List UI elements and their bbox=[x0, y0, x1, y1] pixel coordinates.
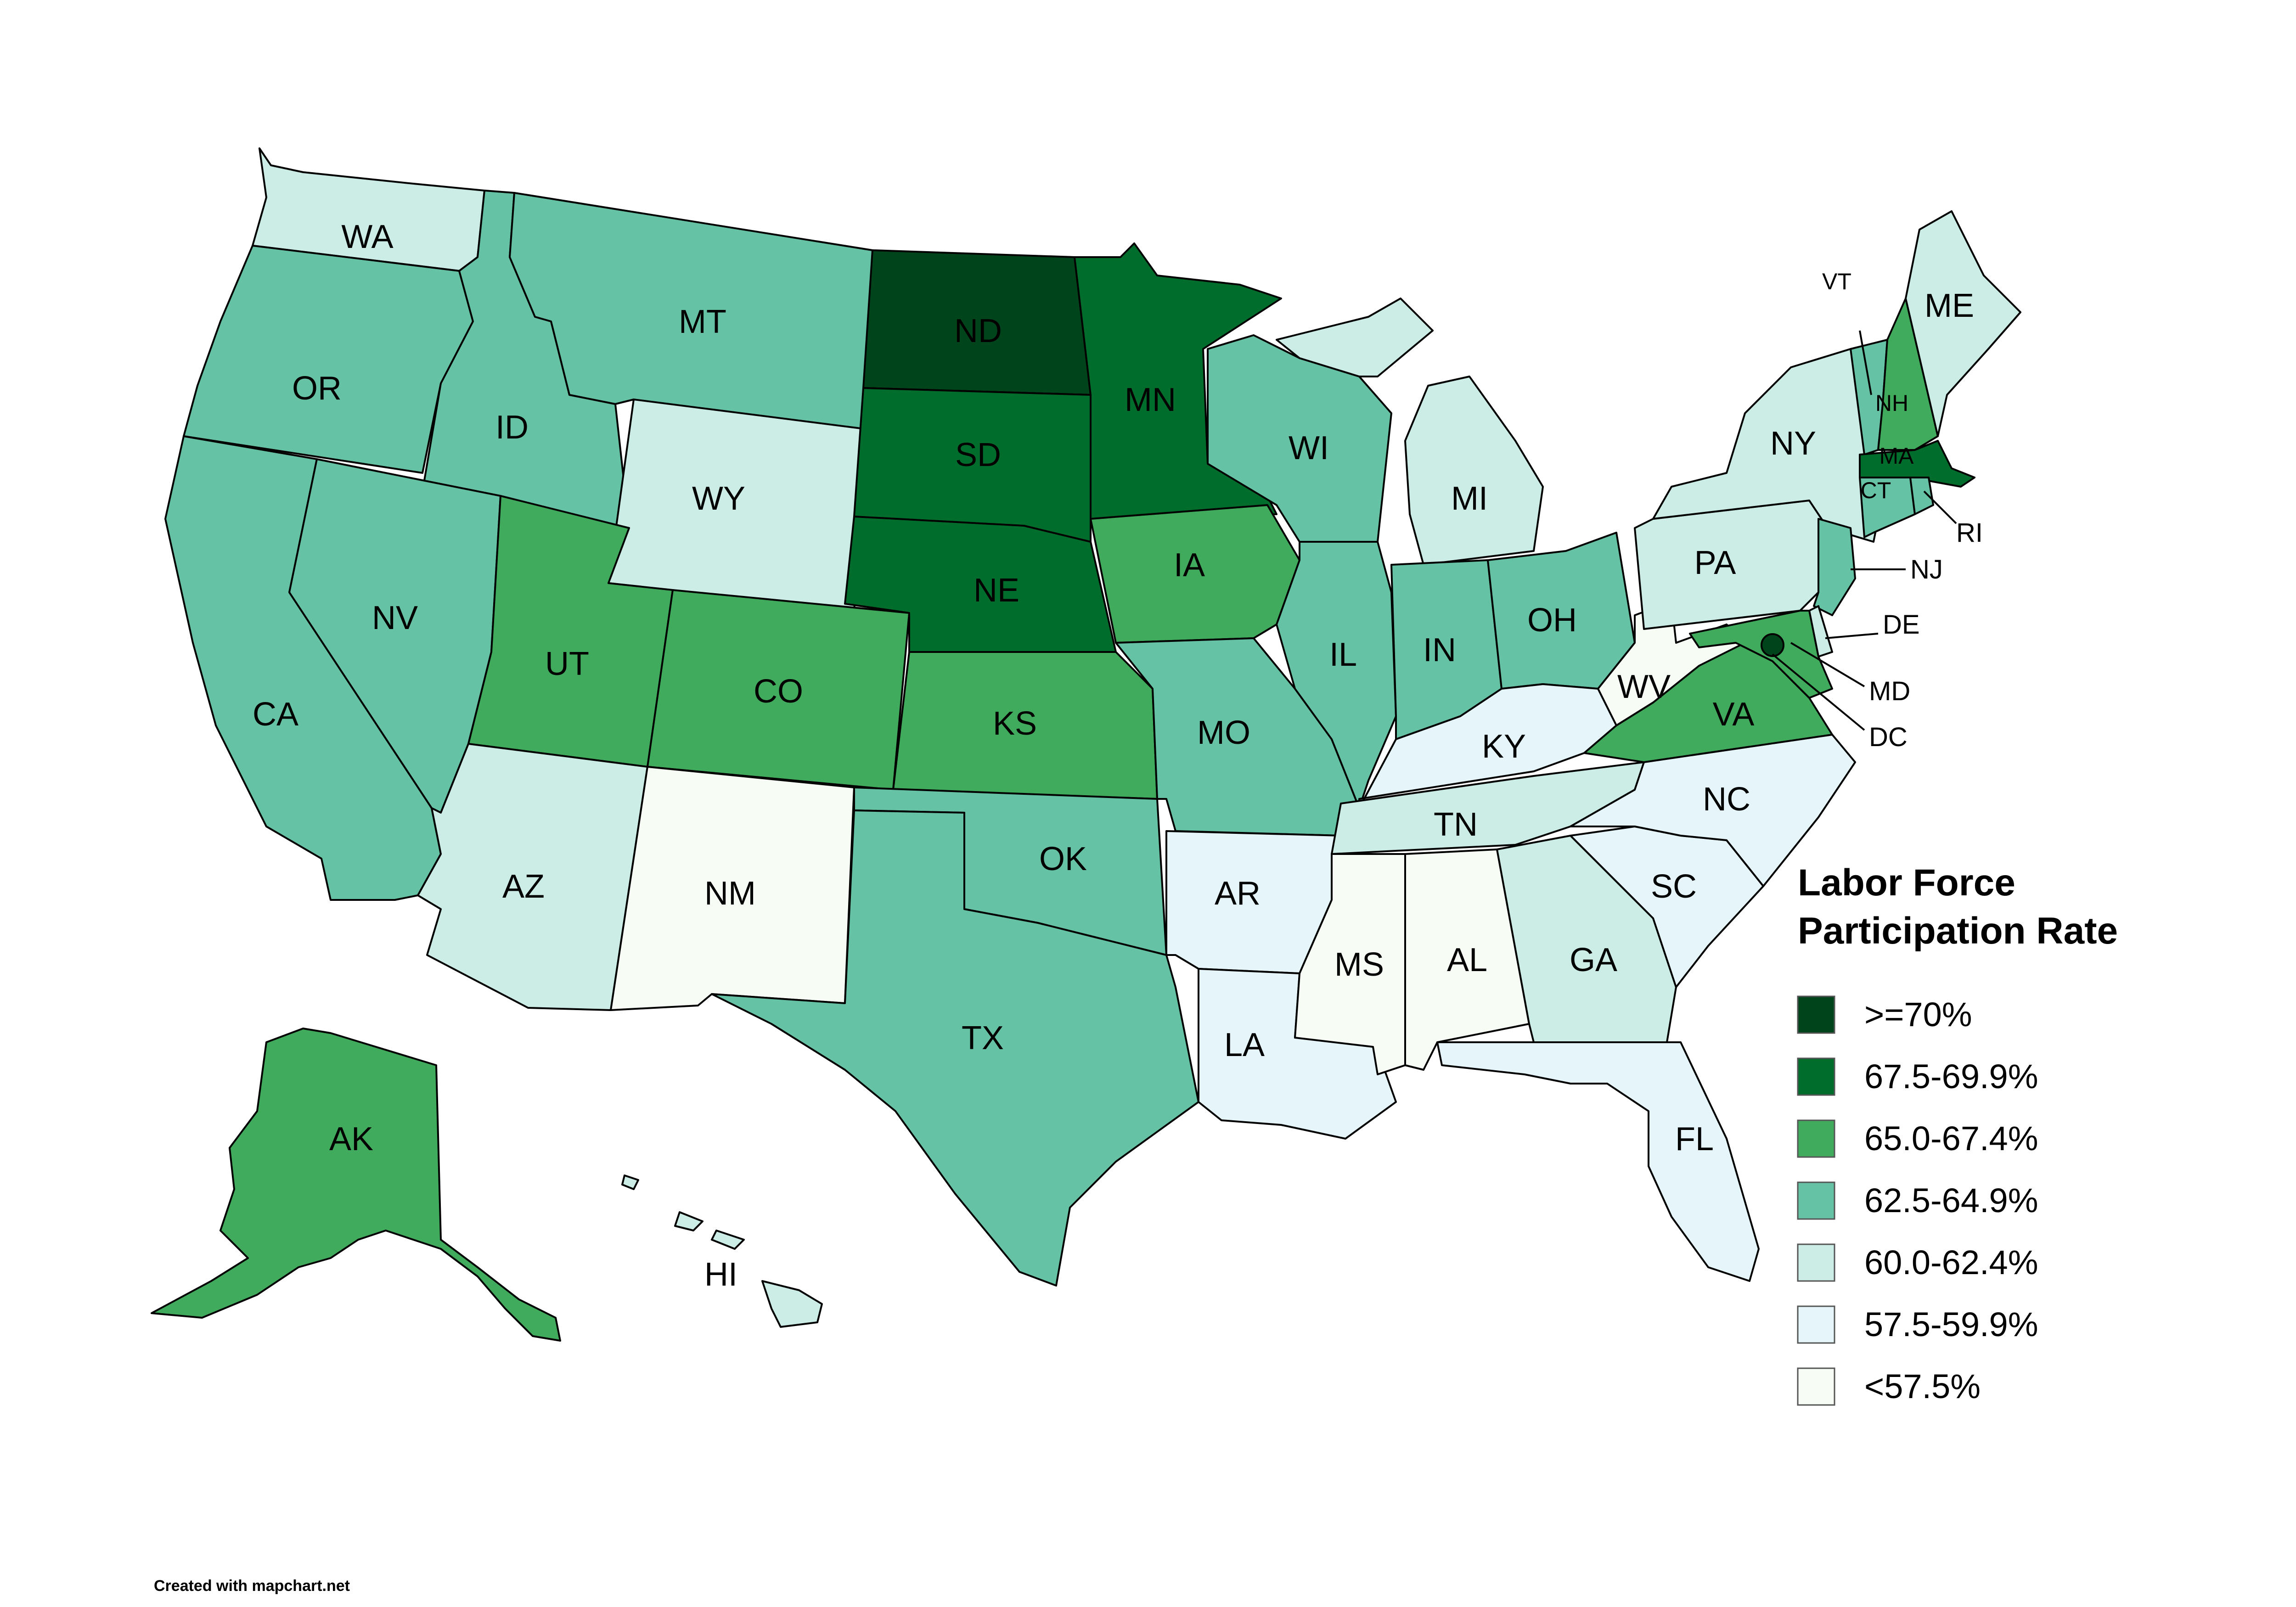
label-fl: FL bbox=[1675, 1121, 1714, 1157]
label-wy: WY bbox=[692, 480, 745, 517]
label-wi: WI bbox=[1289, 430, 1329, 466]
legend-swatch-3 bbox=[1797, 1181, 1835, 1220]
label-wa: WA bbox=[341, 219, 393, 255]
label-tn: TN bbox=[1434, 806, 1478, 843]
label-ct: CT bbox=[1861, 478, 1891, 503]
label-mn: MN bbox=[1125, 382, 1176, 418]
label-de: DE bbox=[1883, 610, 1920, 640]
legend-swatch-2 bbox=[1797, 1119, 1835, 1158]
label-md: MD bbox=[1869, 676, 1910, 706]
label-mo: MO bbox=[1197, 714, 1250, 751]
legend-label-0: >=70% bbox=[1864, 995, 1972, 1034]
state-nj[interactable] bbox=[1813, 518, 1856, 616]
label-nv: NV bbox=[372, 600, 418, 636]
label-in: IN bbox=[1423, 632, 1456, 669]
label-nm: NM bbox=[704, 875, 756, 912]
leader-vt bbox=[1859, 330, 1872, 395]
legend: Labor Force Participation Rate >=70% 67.… bbox=[1797, 862, 2118, 1406]
label-ia: IA bbox=[1174, 547, 1205, 584]
label-mt: MT bbox=[679, 303, 726, 340]
label-or: OR bbox=[292, 370, 342, 407]
legend-title-line1: Labor Force bbox=[1798, 862, 2015, 904]
label-ma: MA bbox=[1880, 443, 1914, 469]
label-ok: OK bbox=[1039, 841, 1087, 877]
legend-label-3: 62.5-64.9% bbox=[1864, 1181, 2038, 1219]
state-ak[interactable] bbox=[151, 1028, 561, 1342]
label-ne: NE bbox=[974, 572, 1019, 609]
label-sd: SD bbox=[955, 437, 1001, 473]
label-nc: NC bbox=[1703, 781, 1750, 818]
leader-dc bbox=[1772, 653, 1865, 731]
legend-swatch-0 bbox=[1797, 995, 1835, 1034]
label-me: ME bbox=[1925, 287, 1974, 324]
legend-title-line2: Participation Rate bbox=[1798, 910, 2118, 952]
label-sc: SC bbox=[1651, 868, 1697, 905]
label-id: ID bbox=[495, 409, 529, 446]
label-al: AL bbox=[1447, 942, 1487, 978]
label-ks: KS bbox=[993, 705, 1037, 742]
legend-swatch-5 bbox=[1797, 1305, 1835, 1344]
label-nj: NJ bbox=[1910, 555, 1943, 584]
label-wv: WV bbox=[1617, 669, 1671, 705]
leader-ri bbox=[1923, 490, 1957, 524]
label-vt: VT bbox=[1822, 269, 1851, 294]
state-nc[interactable] bbox=[1570, 734, 1856, 887]
state-shapes bbox=[151, 147, 2021, 1342]
leader-md bbox=[1790, 642, 1865, 687]
legend-swatch-1 bbox=[1797, 1057, 1835, 1096]
label-co: CO bbox=[754, 673, 803, 710]
label-ms: MS bbox=[1334, 946, 1384, 983]
leader-de bbox=[1825, 633, 1879, 639]
state-tx[interactable] bbox=[711, 809, 1199, 1287]
label-ar: AR bbox=[1215, 875, 1261, 912]
legend-label-2: 65.0-67.4% bbox=[1864, 1119, 2038, 1157]
state-dc[interactable] bbox=[1761, 633, 1784, 657]
legend-swatch-4 bbox=[1797, 1243, 1835, 1282]
label-ny: NY bbox=[1770, 425, 1816, 462]
state-ri[interactable] bbox=[1909, 477, 1934, 515]
label-va: VA bbox=[1713, 696, 1755, 733]
label-az: AZ bbox=[502, 868, 545, 905]
label-la: LA bbox=[1224, 1027, 1265, 1063]
state-hi[interactable] bbox=[621, 1174, 823, 1328]
label-ak: AK bbox=[329, 1121, 373, 1157]
state-or[interactable] bbox=[183, 245, 474, 474]
label-il: IL bbox=[1329, 636, 1357, 673]
state-wi[interactable] bbox=[1207, 334, 1392, 543]
label-ri: RI bbox=[1956, 518, 1983, 548]
state-mi[interactable] bbox=[1276, 298, 1544, 566]
label-dc: DC bbox=[1869, 722, 1908, 752]
legend-label-4: 60.0-62.4% bbox=[1864, 1243, 2038, 1281]
label-tx: TX bbox=[962, 1020, 1004, 1056]
label-oh: OH bbox=[1527, 602, 1577, 639]
state-labels: WA OR CA ID NV MT WY UT CO AZ NM ND SD N… bbox=[253, 219, 1983, 1293]
legend-label-1: 67.5-69.9% bbox=[1864, 1057, 2038, 1096]
label-nd: ND bbox=[954, 313, 1002, 349]
state-ct[interactable] bbox=[1859, 477, 1916, 538]
label-pa: PA bbox=[1694, 545, 1736, 581]
legend-label-5: 57.5-59.9% bbox=[1864, 1305, 2038, 1343]
legend-label-6: <57.5% bbox=[1864, 1367, 1981, 1405]
label-ut: UT bbox=[545, 646, 589, 682]
label-ca: CA bbox=[253, 696, 298, 733]
label-hi: HI bbox=[704, 1256, 737, 1293]
label-ky: KY bbox=[1482, 728, 1526, 765]
state-fl[interactable] bbox=[1436, 1041, 1760, 1282]
label-ga: GA bbox=[1570, 942, 1617, 978]
legend-swatch-6 bbox=[1797, 1367, 1835, 1406]
label-nh: NH bbox=[1875, 390, 1908, 416]
state-me[interactable] bbox=[1905, 210, 2021, 437]
credit-text: Created with mapchart.net bbox=[154, 1577, 350, 1595]
label-mi: MI bbox=[1451, 480, 1488, 517]
